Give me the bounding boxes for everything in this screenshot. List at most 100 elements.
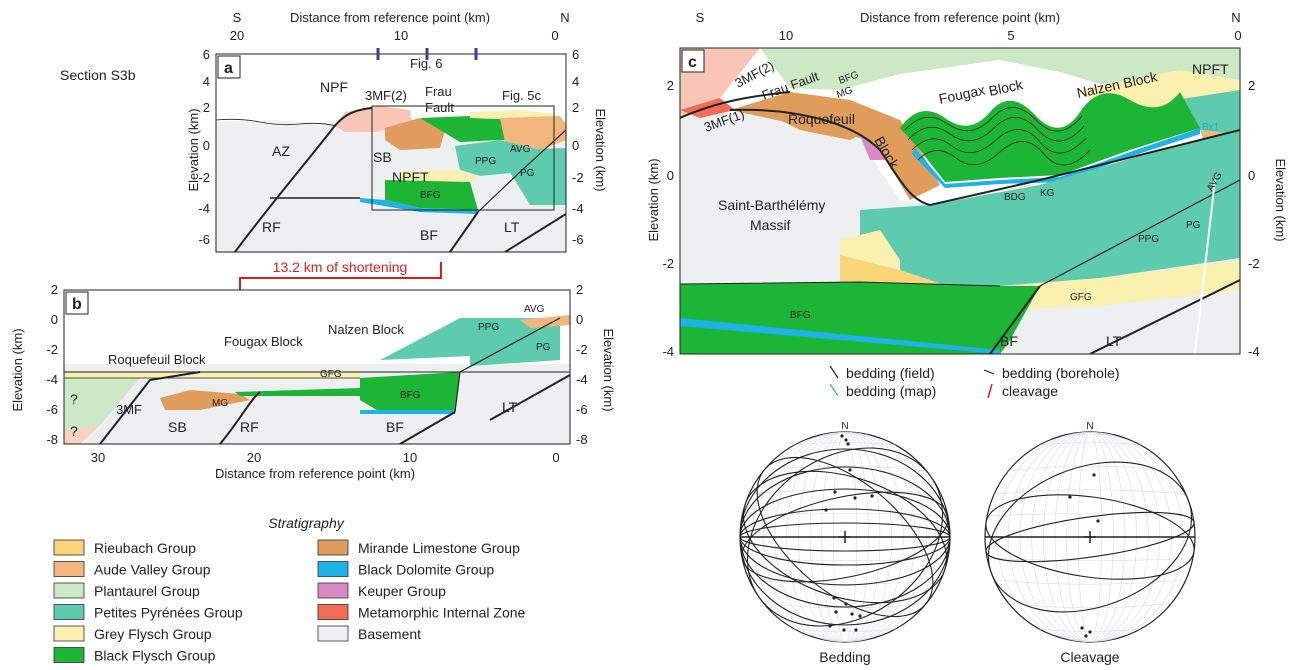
label-block1-c: Block [987, 76, 1025, 99]
panel-a-section [216, 54, 566, 252]
panel-a-xtick-20: 20 [230, 28, 244, 43]
panel-a-dir-south: S [233, 10, 242, 25]
stratigraphy-swatch [53, 625, 85, 642]
stereonet-bedding-title: Bedding [819, 649, 870, 665]
stratigraphy-swatch [317, 604, 349, 620]
label-mg-b: MG [212, 398, 228, 409]
stratigraphy-label: Rieubach Group [94, 540, 196, 556]
svg-text:-4: -4 [46, 372, 58, 387]
stereonet-grid-line [985, 513, 1195, 517]
label-sbm2: Massif [750, 217, 791, 233]
stratigraphy-title: Stratigraphy [268, 515, 344, 531]
stratigraphy-swatch [317, 582, 349, 599]
label-lt-c: LT [1106, 333, 1122, 349]
panel-b-letter: b [72, 296, 82, 313]
panel-c-section [680, 48, 1240, 354]
stereonet-cleavage-title: Cleavage [1060, 649, 1119, 665]
panel-c-xtick-5: 5 [1007, 28, 1014, 43]
stereonet-grid-line [985, 557, 1195, 561]
panel-c-yticks-left: 2 0 -2 -4 [662, 78, 674, 359]
svg-text:-2: -2 [46, 342, 58, 357]
stereonet-grid-line [985, 489, 1195, 496]
label-fougax-b: Fougax Block [224, 334, 303, 349]
stereonet-grid-line [740, 489, 950, 496]
bedding-map-icon [829, 383, 839, 397]
stereonet-grid-line [985, 599, 1195, 609]
label-lt-b: LT [502, 399, 518, 415]
label-kg: KG [1040, 188, 1055, 199]
label-rf-b: RF [240, 419, 259, 435]
symbol-legend: bedding (field) bedding (borehole) beddi… [829, 365, 1120, 399]
panel-b-frame [63, 289, 571, 445]
label-q2: ? [70, 423, 78, 439]
stratigraphy-swatch [53, 582, 85, 599]
legend-bedding-borehole: bedding (borehole) [1002, 365, 1120, 381]
stratigraphy-swatch [53, 539, 85, 556]
panel-b-letter-box [65, 291, 89, 315]
fig-ref-5c: Fig. 5c [502, 88, 542, 103]
svg-text:-6: -6 [198, 232, 210, 247]
svg-text:-8: -8 [576, 432, 588, 447]
stereonet-cleavage: N Cleavage [984, 421, 1196, 665]
panel-c-dir-south: S [696, 10, 705, 25]
panel-a-yticks-left: 6 4 2 0 -2 -4 -6 [198, 47, 210, 247]
panel-b-yticks-right: 2 0 -2 -4 -6 -8 [576, 282, 588, 447]
panel-a-yticks-right: 6 4 2 0 -2 -4 -6 [572, 47, 584, 247]
panel-b-ylabel-left: Elevation (km) [10, 328, 25, 411]
stratigraphy-label: Black Dolomite Group [358, 562, 494, 578]
panel-c-dir-north: N [1231, 10, 1240, 25]
svg-text:-4: -4 [576, 372, 588, 387]
svg-text:10: 10 [403, 450, 417, 465]
stereonet-bedding-north: N [841, 421, 848, 432]
svg-text:-2: -2 [1248, 256, 1260, 271]
svg-text:4: 4 [203, 74, 210, 89]
svg-text:0: 0 [552, 450, 559, 465]
label-nalzen-b: Nalzen Block [328, 322, 404, 337]
bedding-poles [824, 434, 874, 632]
svg-text:6: 6 [572, 47, 579, 62]
shortening-label: 13.2 km of shortening [273, 259, 408, 275]
bedding-borehole-icon [983, 369, 995, 375]
stratigraphy-swatch [53, 604, 85, 620]
stratigraphy-label: Black Flysch Group [94, 648, 216, 664]
panel-b: b 2 0 -2 -4 -6 -8 2 0 -2 -4 -6 -8 Elevat… [10, 282, 616, 481]
panel-a-letter-box [217, 55, 241, 79]
label-mg-c: MG [835, 85, 854, 101]
svg-text:2: 2 [51, 282, 58, 297]
stereonet-grid-line [985, 578, 1195, 585]
svg-text:2: 2 [576, 282, 583, 297]
section-title: Section S3b [60, 67, 136, 83]
panel-b-ylabel-right: Elevation (km) [601, 328, 616, 411]
svg-text:2: 2 [667, 78, 674, 93]
label-bf-c: BF [1000, 333, 1018, 349]
panel-c-yticks-right: 2 0 -2 -4 [1248, 78, 1260, 359]
stratigraphy-label: Plantaurel Group [94, 583, 200, 599]
label-sb-a: SB [373, 149, 392, 165]
stratigraphy-swatch [53, 647, 85, 663]
legend-bedding-field: bedding (field) [846, 365, 935, 381]
label-ppg-c: PPG [1138, 234, 1159, 245]
bedding-field-icon [829, 365, 839, 379]
label-bf-b: BF [386, 419, 404, 435]
svg-text:-6: -6 [576, 402, 588, 417]
stratigraphy-swatch [317, 625, 349, 642]
svg-text:0: 0 [667, 168, 674, 183]
label-frau: Frau [425, 84, 452, 99]
svg-text:2: 2 [203, 100, 210, 115]
panel-a-xtick-0: 0 [551, 28, 558, 43]
svg-text:-4: -4 [198, 201, 210, 216]
stratigraphy-label: Metamorphic Internal Zone [358, 605, 526, 621]
svg-text:30: 30 [91, 450, 105, 465]
svg-text:-2: -2 [572, 170, 584, 185]
panel-a-top-axis-label: Distance from reference point (km) [290, 10, 490, 25]
svg-text:-4: -4 [1248, 344, 1260, 359]
label-sbm1: Saint-Barthélémy [718, 197, 825, 213]
label-avg-a: AVG [510, 144, 531, 155]
stereonet-grid-line [740, 578, 950, 585]
stereonet-bedding: N Bedding [739, 421, 951, 665]
label-bdg: BDG [1004, 192, 1026, 203]
svg-text:0: 0 [1248, 168, 1255, 183]
panel-a-letter: a [224, 60, 233, 77]
panel-c-xtick-0: 0 [1234, 28, 1241, 43]
